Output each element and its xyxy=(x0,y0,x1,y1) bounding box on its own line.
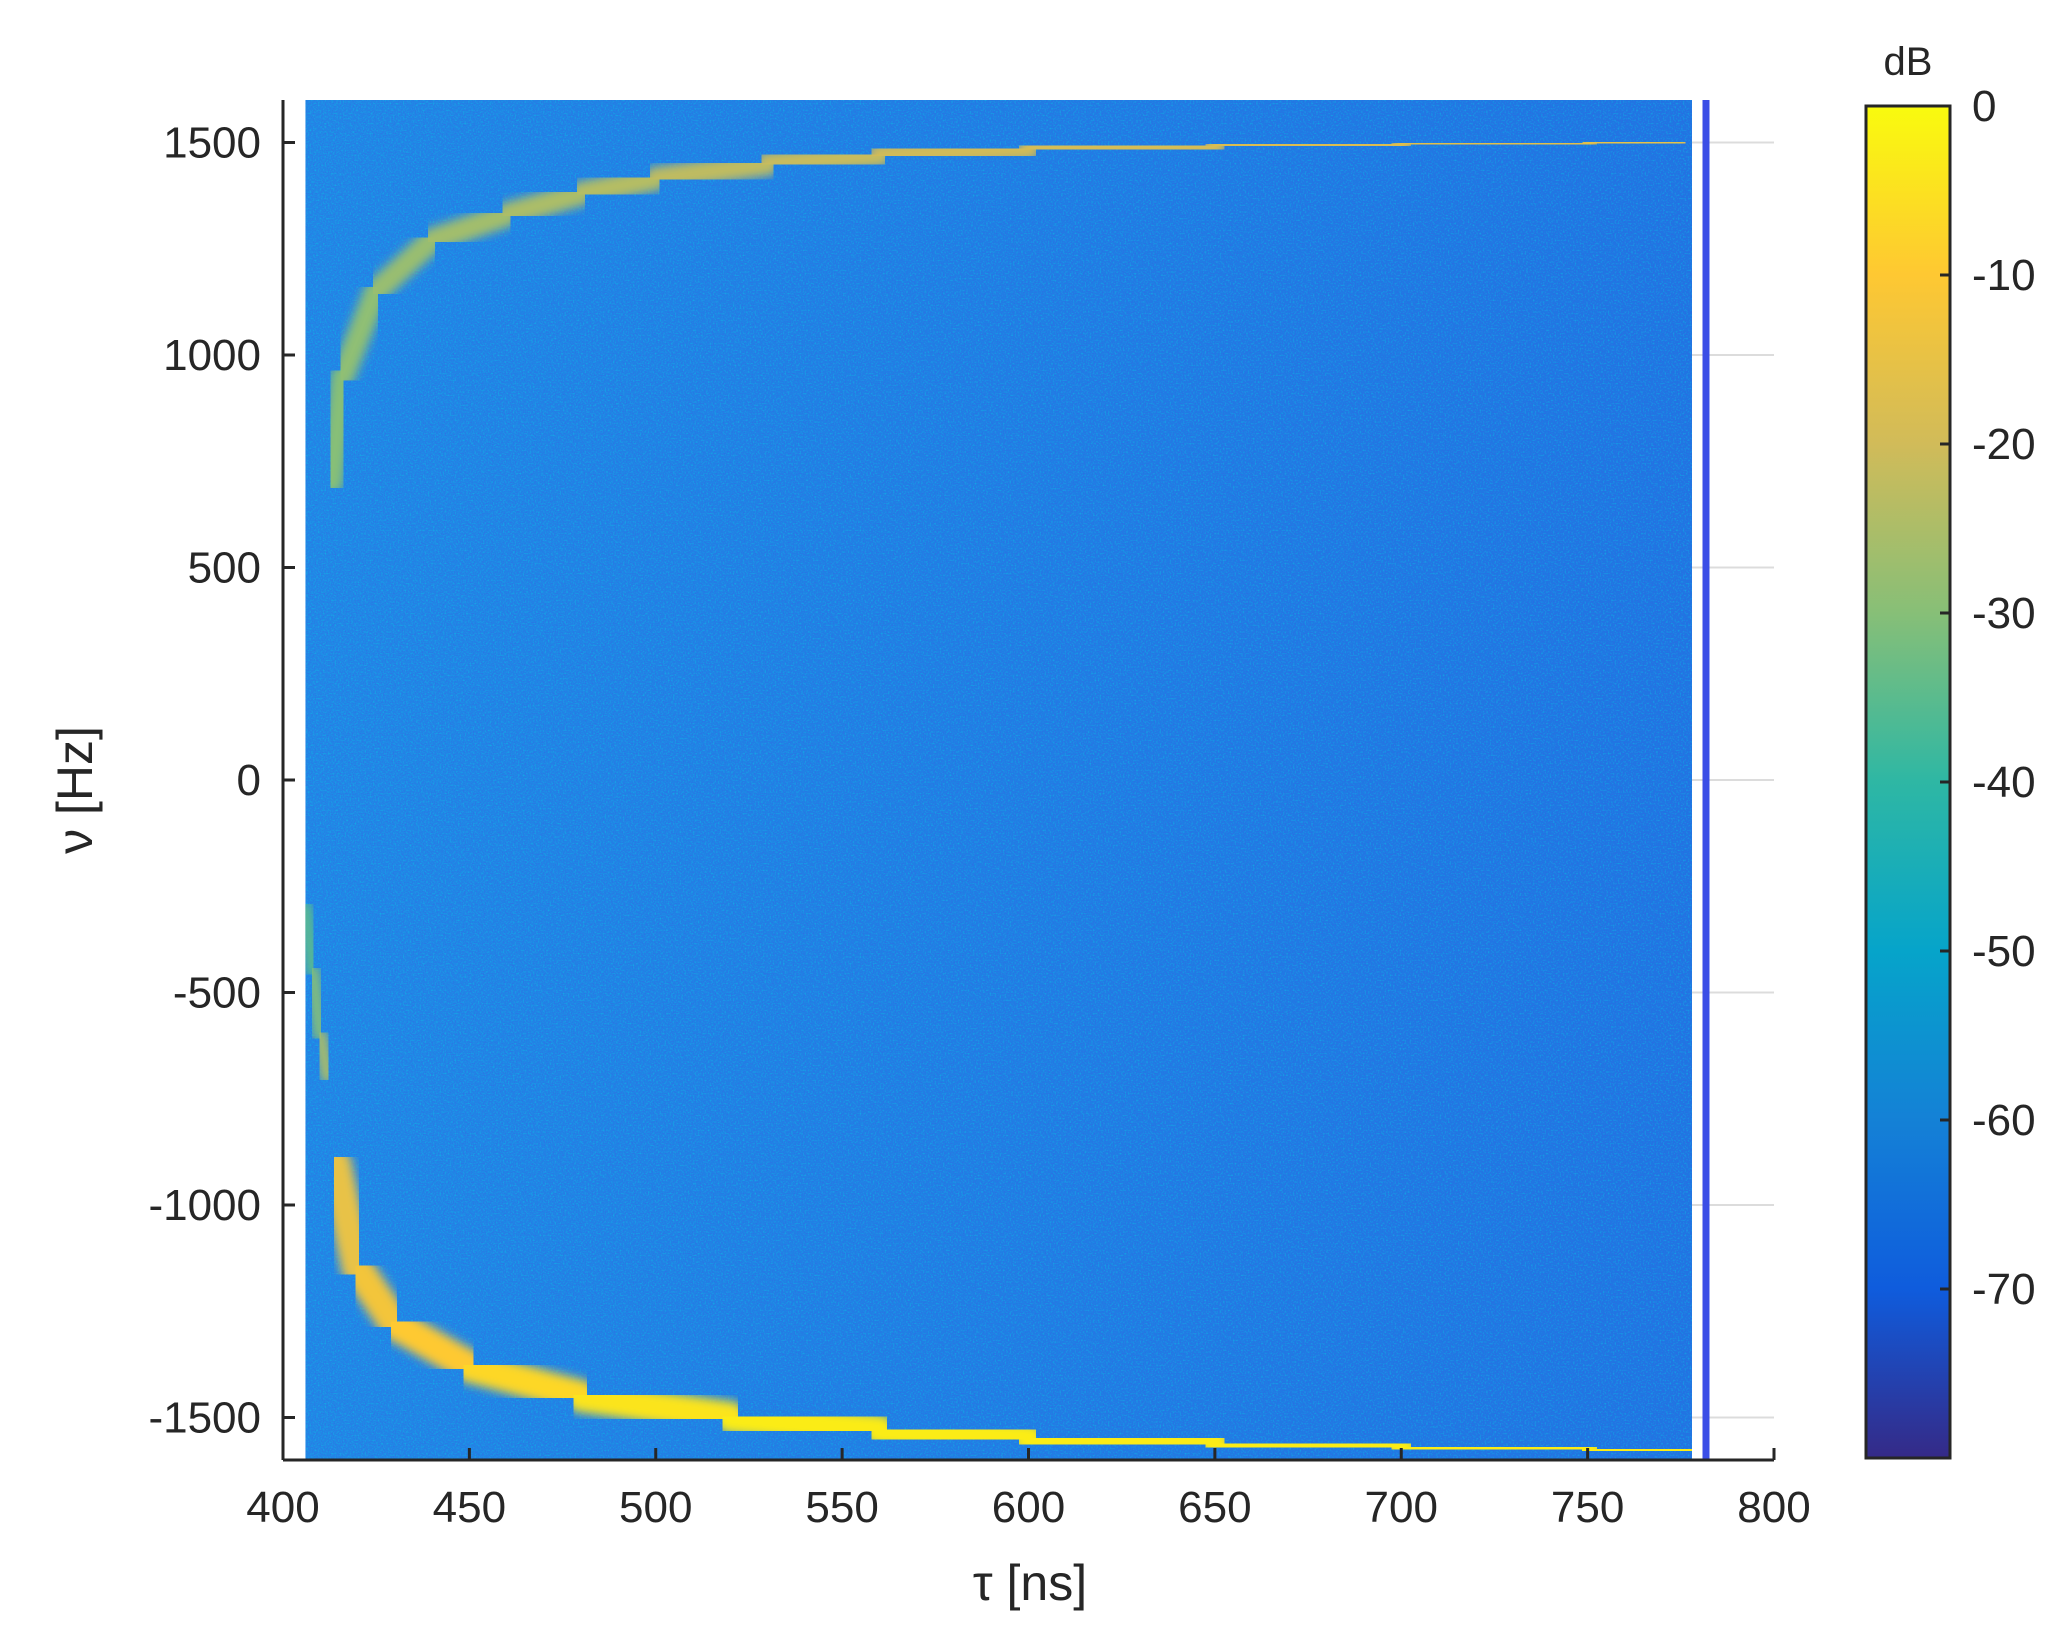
colorbar-tick-label: -30 xyxy=(1972,589,2036,638)
x-axis-label: τ [ns] xyxy=(973,1555,1087,1611)
feature-segment xyxy=(879,1430,1028,1439)
feature-segment xyxy=(730,1418,879,1431)
x-tick-label: 600 xyxy=(992,1483,1065,1532)
feature-segment xyxy=(1588,143,1681,144)
feature-segment xyxy=(305,908,312,972)
spectrogram-heatmap xyxy=(305,100,1692,1460)
feature-segment xyxy=(313,971,320,1035)
y-tick-label: 500 xyxy=(188,544,261,593)
y-tick-label: -500 xyxy=(173,969,261,1018)
colorbar-tick-label: -70 xyxy=(1972,1265,2036,1314)
x-tick-label: 800 xyxy=(1737,1483,1810,1532)
colorbar-tick-label: -60 xyxy=(1972,1096,2036,1145)
y-tick-label: -1000 xyxy=(148,1181,261,1230)
colorbar-title: dB xyxy=(1884,40,1933,84)
colorbar-tick-label: -50 xyxy=(1972,927,2036,976)
feature-segment xyxy=(1215,144,1401,146)
x-tick-label: 750 xyxy=(1551,1483,1624,1532)
y-tick-label: 0 xyxy=(237,756,261,805)
feature-segment xyxy=(320,1035,327,1078)
feature-segment xyxy=(331,376,342,482)
feature-segment xyxy=(1588,1449,1692,1450)
feature-segment xyxy=(1401,1447,1587,1449)
heatmap-noise-cyan xyxy=(305,100,1692,1460)
colorbar-gradient xyxy=(1866,106,1950,1458)
feature-segment xyxy=(335,1163,357,1269)
x-tick-label: 450 xyxy=(433,1483,506,1532)
colorbar-tick-label: -40 xyxy=(1972,758,2036,807)
feature-segment xyxy=(1215,1444,1401,1447)
y-tick-label: 1500 xyxy=(163,119,261,168)
colorbar: 0 -10 -20 -30 -40 -50 -60 -70 xyxy=(1866,82,2036,1458)
feature-segment xyxy=(768,155,880,164)
y-axis-label: ν [Hz] xyxy=(47,726,103,854)
colorbar-tick-label: -20 xyxy=(1972,420,2036,469)
colorbar-tick-label: 0 xyxy=(1972,82,1996,131)
feature-segment xyxy=(581,1396,730,1417)
colorbar-tick-label: -10 xyxy=(1972,251,2036,300)
feature-segment xyxy=(1029,146,1215,149)
feature-segment xyxy=(1029,1439,1215,1444)
x-tick-label: 550 xyxy=(805,1483,878,1532)
x-tick-label: 400 xyxy=(246,1483,319,1532)
y-tick-label: 1000 xyxy=(163,331,261,380)
y-tick-label: -1500 xyxy=(148,1394,261,1443)
feature-segment xyxy=(1401,143,1587,144)
x-tick-label: 650 xyxy=(1178,1483,1251,1532)
feature-segment xyxy=(879,149,1028,155)
feature-segment xyxy=(656,164,768,179)
x-tick-label: 500 xyxy=(619,1483,692,1532)
x-tick-label: 700 xyxy=(1365,1483,1438,1532)
